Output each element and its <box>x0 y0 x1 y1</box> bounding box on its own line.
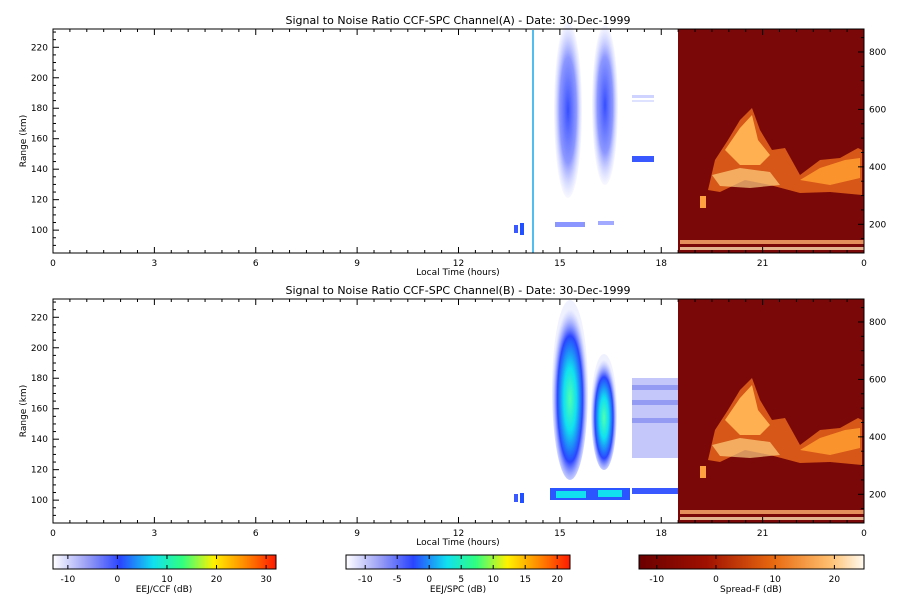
y-tick-label: 140 <box>31 165 48 175</box>
colorbar-tick-label: 10 <box>769 575 781 585</box>
panel-a-y-axis: 100 120 140 160 180 200 220 <box>31 31 59 246</box>
y-tick-label: 100 <box>31 496 48 506</box>
panel-a: Signal to Noise Ratio CCF-SPC Channel(A)… <box>19 14 886 278</box>
x-tick-label: 9 <box>354 529 360 539</box>
y-tick-label: 180 <box>31 104 48 114</box>
colorbar-tick-label: 15 <box>519 575 530 585</box>
colorbar-tick-label: -10 <box>649 575 664 585</box>
colorbar-spread-f-gradient <box>638 554 865 570</box>
panel-a-spread-f-echoes <box>680 108 864 250</box>
panel-b-eej-echoes <box>514 300 678 503</box>
colorbar-eej-spc: -10 -5 0 5 10 15 20 EEJ/SPC (dB) <box>345 554 571 595</box>
panel-b-y-label: Range (km) <box>19 385 29 437</box>
panel-b-y-axis: 100 120 140 160 180 200 220 <box>31 301 59 516</box>
panel-a-x-label: Local Time (hours) <box>416 268 499 278</box>
y-tick-label: 120 <box>31 196 48 206</box>
colorbar-spread-f: -10 0 10 20 Spread-F (dB) <box>638 554 865 595</box>
panel-a-eej-echoes <box>514 22 654 253</box>
y-tick-label: 100 <box>31 226 48 236</box>
x-tick-label: 9 <box>354 259 360 269</box>
colorbar-eej-ccf: -10 0 10 20 30 EEJ/CCF (dB) <box>52 554 277 595</box>
x-tick-label: 6 <box>253 529 259 539</box>
y-tick-label: 120 <box>31 466 48 476</box>
x-tick-label: 12 <box>453 529 464 539</box>
x-tick-label: 15 <box>554 259 565 269</box>
colorbar-eej-ccf-gradient <box>52 554 277 570</box>
colorbar-tick-label: 30 <box>260 575 272 585</box>
x-tick-label: 0 <box>50 259 56 269</box>
panel-b-x-label: Local Time (hours) <box>416 538 499 548</box>
colorbar-tick-label: 10 <box>161 575 173 585</box>
colorbar-tick-label: 5 <box>458 575 464 585</box>
panel-a-y-label: Range (km) <box>19 115 29 167</box>
x-tick-label: 3 <box>152 259 158 269</box>
panel-a-spread-f-background <box>678 29 864 253</box>
colorbar-spread-f-label: Spread-F (dB) <box>720 585 782 595</box>
panel-b-heatmap <box>514 299 864 523</box>
x-tick-label: 18 <box>656 259 668 269</box>
y-tick-label: 140 <box>31 435 48 445</box>
panel-b-title: Signal to Noise Ratio CCF-SPC Channel(B)… <box>286 284 631 297</box>
panel-a-right-axis: 200 400 600 800 <box>858 37 886 254</box>
right-tick-label: 200 <box>869 220 886 230</box>
right-tick-label: 600 <box>869 375 886 385</box>
colorbar-tick-label: 20 <box>551 575 563 585</box>
right-tick-label: 400 <box>869 163 886 173</box>
colorbar-tick-label: -10 <box>358 575 373 585</box>
colorbar-tick-label: 0 <box>115 575 121 585</box>
panel-b-right-axis: 200 400 600 800 <box>858 307 886 524</box>
panel-a-x-axis: 0 3 6 9 12 15 18 21 0 <box>50 29 867 269</box>
colorbar-tick-label: 0 <box>713 575 719 585</box>
right-tick-label: 200 <box>869 490 886 500</box>
x-tick-label: 12 <box>453 259 464 269</box>
colorbar-tick-label: 20 <box>211 575 223 585</box>
colorbar-tick-label: -5 <box>393 575 402 585</box>
panel-b-spread-f-echoes <box>680 378 864 520</box>
colorbar-tick-label: 10 <box>487 575 499 585</box>
y-tick-label: 160 <box>31 405 48 415</box>
x-tick-label: 0 <box>861 529 867 539</box>
x-tick-label: 21 <box>757 529 768 539</box>
panel-b-x-axis: 0 3 6 9 12 15 18 21 0 <box>50 299 867 539</box>
y-tick-label: 220 <box>31 43 48 53</box>
y-tick-label: 180 <box>31 374 48 384</box>
panel-b: Signal to Noise Ratio CCF-SPC Channel(B)… <box>19 284 886 548</box>
x-tick-label: 15 <box>554 529 565 539</box>
colorbar-tick-label: -10 <box>61 575 76 585</box>
y-tick-label: 200 <box>31 74 48 84</box>
right-tick-label: 600 <box>869 105 886 115</box>
y-tick-label: 160 <box>31 135 48 145</box>
y-tick-label: 220 <box>31 313 48 323</box>
x-tick-label: 0 <box>50 529 56 539</box>
y-tick-label: 200 <box>31 344 48 354</box>
x-tick-label: 3 <box>152 529 158 539</box>
right-tick-label: 800 <box>869 318 886 328</box>
colorbar-tick-label: 0 <box>426 575 432 585</box>
colorbar-tick-label: 20 <box>829 575 841 585</box>
panel-a-title: Signal to Noise Ratio CCF-SPC Channel(A)… <box>286 14 631 27</box>
x-tick-label: 0 <box>861 259 867 269</box>
panel-a-heatmap <box>514 22 864 253</box>
x-tick-label: 18 <box>656 529 668 539</box>
x-tick-label: 21 <box>757 259 768 269</box>
panel-b-spread-f-background <box>678 299 864 523</box>
right-tick-label: 800 <box>869 48 886 58</box>
colorbar-eej-ccf-label: EEJ/CCF (dB) <box>136 585 193 595</box>
x-tick-label: 6 <box>253 259 259 269</box>
colorbar-eej-spc-label: EEJ/SPC (dB) <box>430 585 486 595</box>
colorbar-eej-spc-gradient <box>345 554 571 570</box>
right-tick-label: 400 <box>869 433 886 443</box>
